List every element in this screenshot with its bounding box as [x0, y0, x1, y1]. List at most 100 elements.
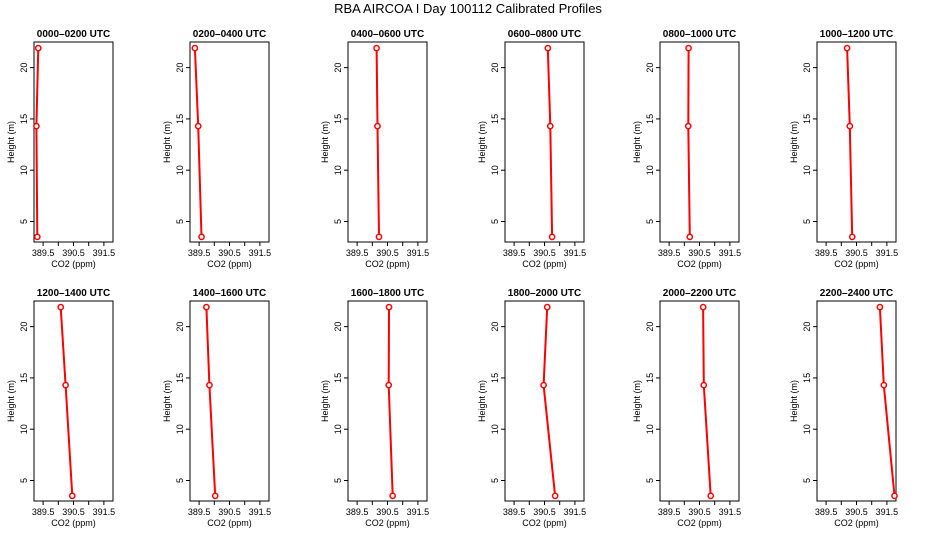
data-point [33, 233, 41, 241]
y-tick-label: 15 [645, 373, 655, 383]
profile-panel-1: 0000–0200 UTC 389.5 390.5 391.5 5 10 15 20 CO2 (… [6, 29, 115, 269]
profile-line [205, 307, 217, 496]
profile-panel-2: 0200–0400 UTC 389.5 390.5 391.5 5 10 15 20 CO2 (… [162, 29, 271, 269]
x-tick-label: 391.5 [93, 507, 116, 517]
profile-line [846, 48, 854, 237]
data-point [546, 122, 554, 130]
y-tick-label: 15 [490, 114, 500, 124]
x-tick-label: 391.5 [876, 248, 899, 258]
y-tick-label: 15 [802, 373, 812, 383]
x-axis-label: CO2 (ppm) [834, 518, 879, 528]
profile-panel-6: 1000–1200 UTC 389.5 390.5 391.5 5 10 15 20 CO2 (… [789, 29, 898, 269]
y-tick-label: 15 [175, 114, 185, 124]
y-tick-label: 10 [175, 165, 185, 175]
profile-panel-7: 1200–1400 UTC 389.5 390.5 391.5 5 10 15 20 CO2 (… [6, 288, 115, 528]
data-point [876, 303, 884, 311]
data-point [33, 122, 40, 130]
plot-frame [33, 300, 114, 502]
y-tick-label: 10 [645, 424, 655, 434]
x-tick-label: 390.5 [376, 507, 399, 517]
y-tick-label: 15 [645, 114, 655, 124]
x-tick-label: 390.5 [845, 248, 868, 258]
y-tick-label: 5 [802, 219, 812, 224]
profile-line [375, 48, 380, 237]
x-tick-label: 390.5 [533, 248, 556, 258]
y-tick-label: 15 [333, 114, 343, 124]
panel-title: 0200–0400 UTC [193, 29, 266, 40]
profile-line [193, 48, 203, 237]
data-point [375, 233, 383, 241]
y-tick-label: 10 [333, 165, 343, 175]
y-tick-label: 20 [175, 322, 185, 332]
x-tick-label: 391.5 [564, 507, 587, 517]
y-tick-label: 20 [490, 322, 500, 332]
panel-title: 0800–1000 UTC [663, 29, 736, 40]
profile-panel-9: 1600–1800 UTC 389.5 390.5 391.5 5 10 15 20 CO2 (… [320, 288, 429, 528]
data-point [686, 233, 694, 241]
y-tick-label: 10 [175, 424, 185, 434]
x-tick-label: 390.5 [533, 507, 556, 517]
y-tick-label: 15 [19, 373, 29, 383]
x-tick-label: 390.5 [376, 248, 399, 258]
x-tick-label: 391.5 [719, 248, 742, 258]
x-tick-label: 389.5 [32, 507, 55, 517]
x-tick-label: 390.5 [62, 248, 85, 258]
data-point [543, 303, 551, 311]
data-point [551, 492, 559, 500]
plot-frame [504, 41, 585, 243]
x-tick-label: 391.5 [407, 507, 430, 517]
profile-line [546, 48, 554, 237]
y-axis-label: Height (m) [6, 121, 16, 163]
y-axis-label: Height (m) [477, 380, 487, 422]
x-axis-label: CO2 (ppm) [51, 259, 96, 269]
x-tick-label: 390.5 [688, 507, 711, 517]
x-axis-label: CO2 (ppm) [677, 259, 722, 269]
x-tick-label: 389.5 [658, 248, 681, 258]
x-tick-label: 391.5 [407, 248, 430, 258]
plot-frame [347, 300, 428, 502]
y-tick-label: 15 [490, 373, 500, 383]
y-axis-label: Height (m) [162, 380, 172, 422]
data-point [544, 44, 552, 52]
data-point [389, 492, 397, 500]
profile-panel-5: 0800–1000 UTC 389.5 390.5 391.5 5 10 15 20 CO2 (… [632, 29, 741, 269]
plot-frame [659, 41, 740, 243]
profile-line [35, 48, 40, 237]
y-tick-label: 10 [490, 424, 500, 434]
x-tick-label: 389.5 [188, 507, 211, 517]
x-axis-label: CO2 (ppm) [834, 259, 879, 269]
data-point [191, 44, 199, 52]
y-tick-label: 20 [802, 63, 812, 73]
data-point [700, 381, 708, 389]
y-axis-label: Height (m) [789, 121, 799, 163]
y-tick-label: 5 [175, 219, 185, 224]
y-tick-label: 10 [645, 165, 655, 175]
panel-title: 0000–0200 UTC [37, 29, 110, 40]
profile-line [387, 307, 394, 496]
x-tick-label: 391.5 [719, 507, 742, 517]
x-tick-label: 389.5 [503, 248, 526, 258]
panel-title: 1200–1400 UTC [37, 288, 110, 299]
profile-line [878, 307, 896, 496]
x-axis-label: CO2 (ppm) [207, 259, 252, 269]
data-point [62, 381, 69, 389]
y-tick-label: 20 [333, 63, 343, 73]
data-point [373, 44, 380, 52]
data-point [374, 122, 381, 130]
y-tick-label: 20 [19, 322, 29, 332]
profile-panel-10: 1800–2000 UTC 389.5 390.5 391.5 5 10 15 20 CO2 (… [477, 288, 586, 528]
x-tick-label: 389.5 [658, 507, 681, 517]
y-tick-label: 20 [490, 63, 500, 73]
data-point [880, 381, 888, 389]
y-axis-label: Height (m) [320, 380, 330, 422]
data-point [843, 44, 851, 52]
y-tick-label: 10 [490, 165, 500, 175]
y-axis-label: Height (m) [320, 121, 330, 163]
plot-frame [816, 41, 897, 243]
profile-panel-8: 1400–1600 UTC 389.5 390.5 391.5 5 10 15 20 CO2 (… [162, 288, 271, 528]
y-tick-label: 20 [333, 322, 343, 332]
x-tick-label: 389.5 [32, 248, 55, 258]
data-point [34, 44, 42, 52]
y-axis-label: Height (m) [789, 380, 799, 422]
